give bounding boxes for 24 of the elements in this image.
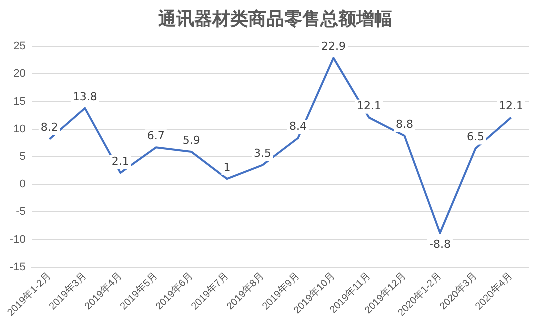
data-label: 1 <box>224 160 231 174</box>
data-label: 3.5 <box>254 147 272 160</box>
data-label: -8.8 <box>429 238 451 252</box>
chart-title: 通讯器材类商品零售总额增幅 <box>158 8 394 32</box>
y-tick-label: -15 <box>10 261 26 274</box>
data-label: 12.1 <box>498 100 524 113</box>
data-label: 6.5 <box>466 130 484 144</box>
data-label: 5.9 <box>182 134 200 147</box>
data-label: 8.8 <box>396 118 414 131</box>
data-label: 13.8 <box>72 90 98 104</box>
y-tick-label: -5 <box>16 206 26 218</box>
y-tick-label: 5 <box>20 151 26 164</box>
y-tick-label: 15 <box>14 96 26 108</box>
y-tick-label: 0 <box>20 178 26 191</box>
y-tick-label: 25 <box>14 40 26 53</box>
y-tick-label: 10 <box>14 123 26 136</box>
y-tick-label: -10 <box>10 234 26 246</box>
data-label: 8.4 <box>289 120 307 134</box>
y-tick-label: 20 <box>14 68 26 80</box>
data-label: 2.1 <box>112 154 130 168</box>
data-label: 6.7 <box>147 129 165 142</box>
data-label: 12.1 <box>356 100 382 113</box>
data-label: 22.9 <box>321 40 346 54</box>
data-label: 8.2 <box>40 121 58 134</box>
